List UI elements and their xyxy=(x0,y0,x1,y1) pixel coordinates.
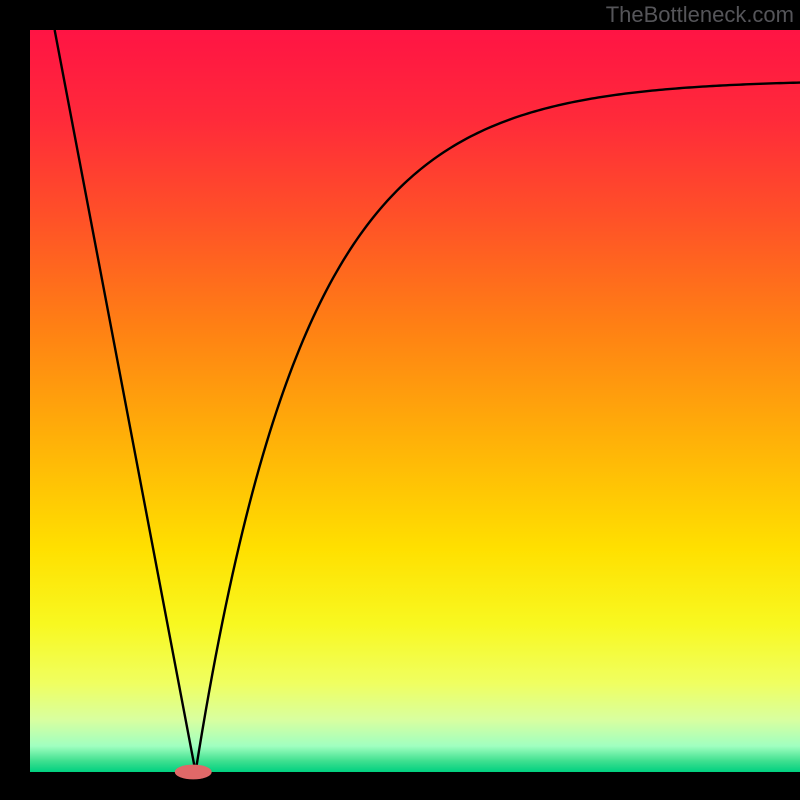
chart-container: TheBottleneck.com xyxy=(0,0,800,800)
optimal-marker xyxy=(175,765,212,780)
plot-background xyxy=(30,30,800,772)
watermark-text: TheBottleneck.com xyxy=(606,2,794,28)
bottleneck-chart xyxy=(0,0,800,800)
